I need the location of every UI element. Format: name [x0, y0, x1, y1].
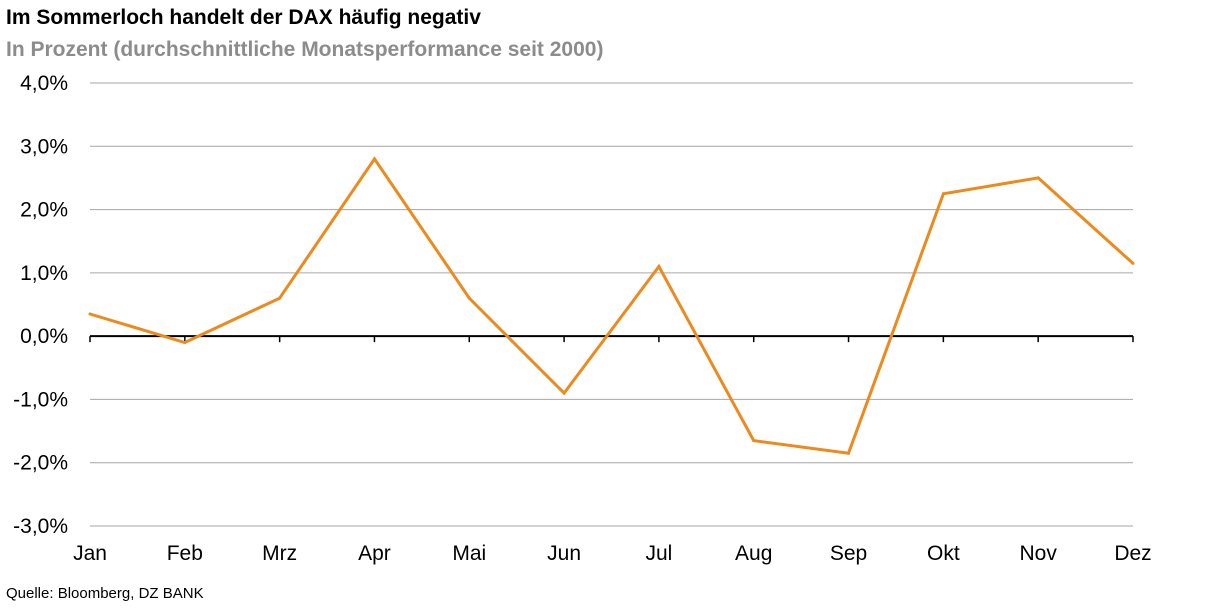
chart-title: Im Sommerloch handelt der DAX häufig neg…: [6, 6, 481, 29]
series-line: [89, 156, 1135, 455]
y-tick-label: -3,0%: [13, 515, 68, 538]
y-tick-label: 2,0%: [20, 199, 68, 222]
y-tick-label: 1,0%: [20, 262, 68, 285]
x-tick-label: Mai: [452, 542, 486, 565]
x-tick-label: Apr: [358, 542, 391, 565]
x-tick-label: Nov: [1020, 542, 1058, 565]
y-tick-label: -1,0%: [13, 388, 68, 411]
x-tick-label: Aug: [735, 542, 772, 565]
x-tick-label: Jun: [547, 542, 581, 565]
data-point: [752, 439, 756, 443]
y-tick-label: 3,0%: [20, 135, 68, 158]
x-tick-label: Jan: [73, 542, 107, 565]
data-point: [1131, 261, 1135, 265]
x-tick-label: Sep: [830, 542, 867, 565]
data-point: [562, 391, 566, 395]
data-point: [372, 157, 376, 161]
data-point: [657, 265, 661, 269]
data-point: [183, 340, 187, 344]
data-point: [88, 312, 92, 316]
x-tick-label: Feb: [167, 542, 203, 565]
data-point: [1036, 176, 1040, 180]
y-tick-label: 4,0%: [20, 72, 68, 95]
source-note: Quelle: Bloomberg, DZ BANK: [6, 585, 204, 602]
x-tick-label: Mrz: [262, 542, 297, 565]
y-tick-label: 0,0%: [20, 325, 68, 348]
data-point: [941, 192, 945, 196]
data-point: [847, 451, 851, 455]
x-tick-label: Jul: [645, 542, 672, 565]
data-point: [467, 296, 471, 300]
y-tick-label: -2,0%: [13, 452, 68, 475]
x-tick-label: Okt: [927, 542, 960, 565]
chart-subtitle: In Prozent (durchschnittliche Monatsperf…: [6, 38, 604, 61]
x-tick-label: Dez: [1114, 542, 1151, 565]
data-point: [278, 296, 282, 300]
